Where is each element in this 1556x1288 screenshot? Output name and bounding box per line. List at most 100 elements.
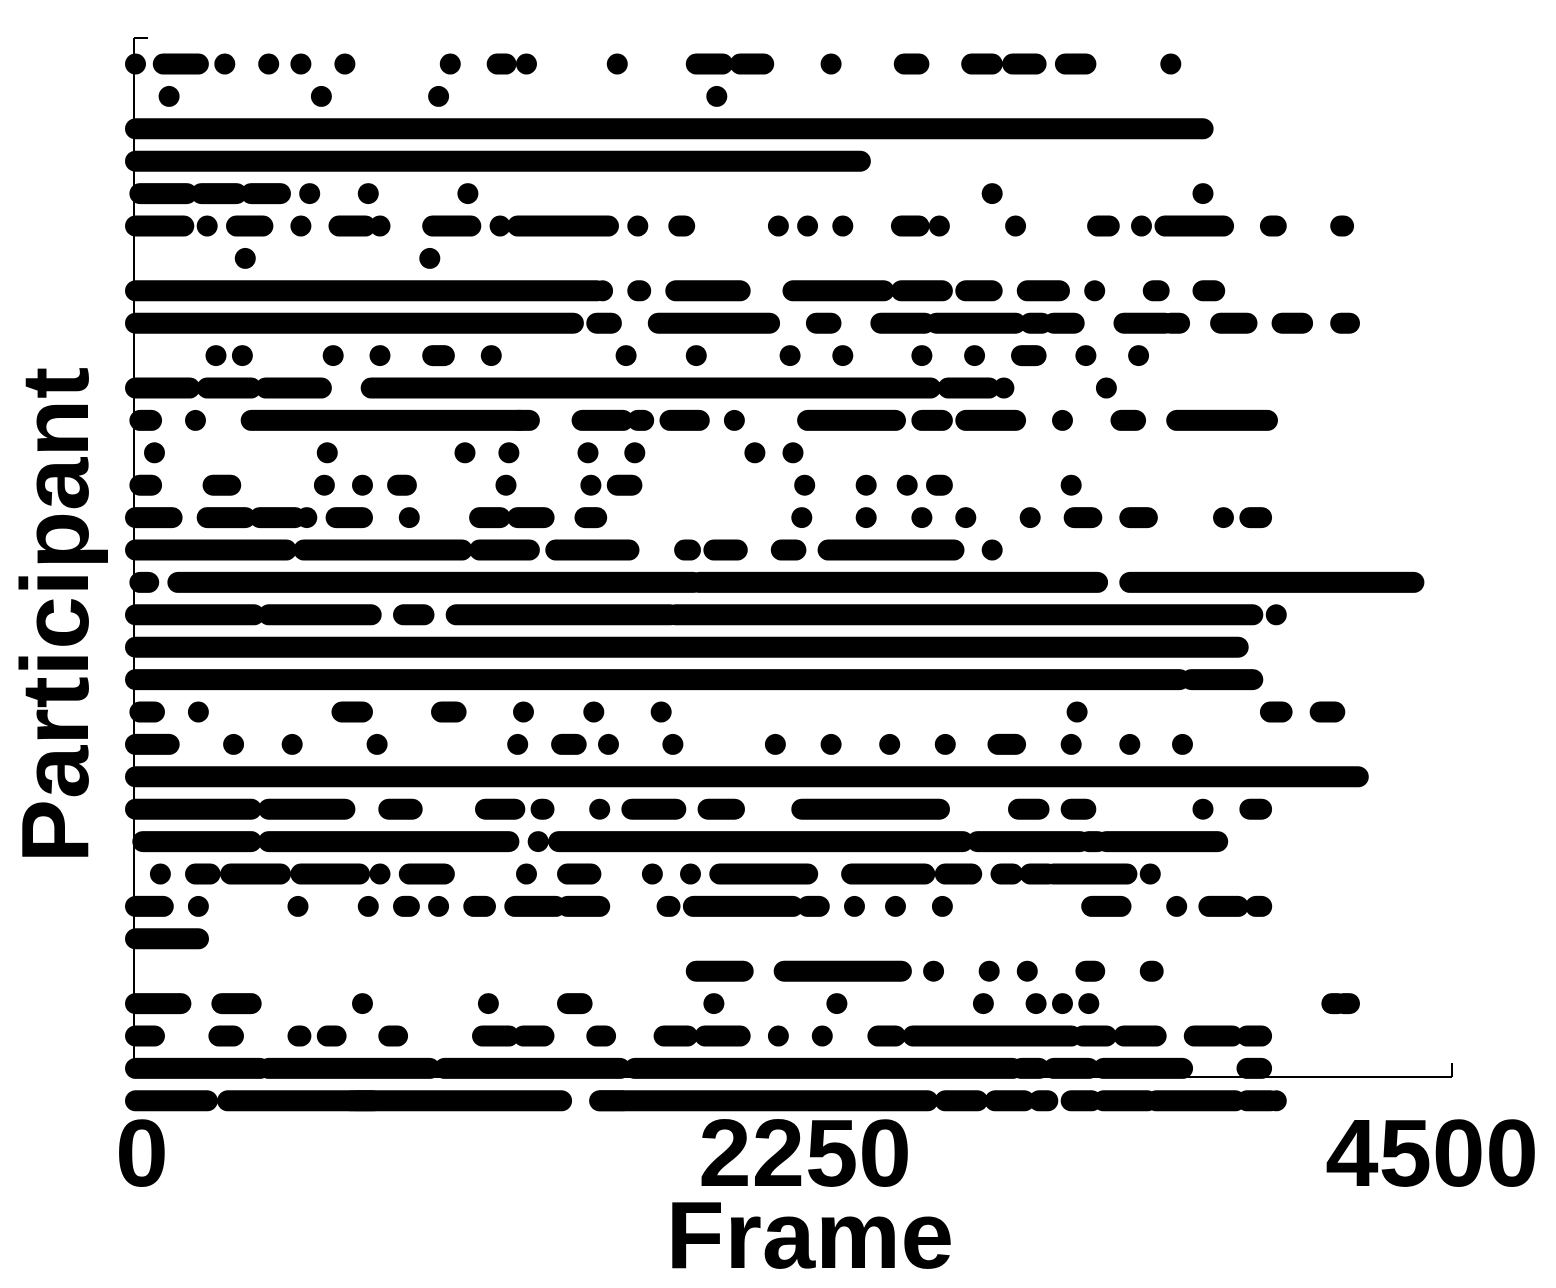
- event-mark: [125, 539, 297, 561]
- event-mark: [911, 345, 933, 367]
- event-mark: [293, 539, 473, 561]
- event-mark: [516, 863, 537, 885]
- event-mark: [129, 474, 163, 496]
- event-mark: [805, 312, 842, 334]
- event-mark: [196, 377, 262, 399]
- event-mark: [1113, 1025, 1167, 1047]
- event-mark: [580, 474, 602, 496]
- event-mark: [1060, 1090, 1103, 1112]
- y-axis-title: Participant: [2, 367, 109, 863]
- event-mark: [844, 895, 865, 917]
- event-mark: [589, 1090, 939, 1112]
- event-mark: [680, 863, 701, 885]
- event-mark: [577, 442, 599, 464]
- event-mark: [439, 53, 461, 75]
- axes: [133, 37, 1453, 1078]
- event-mark: [972, 993, 994, 1015]
- event-mark: [688, 571, 1109, 593]
- event-mark: [782, 442, 804, 464]
- event-mark: [1166, 895, 1188, 917]
- event-mark: [132, 831, 262, 853]
- event-mark: [706, 85, 728, 107]
- event-mark: [955, 280, 1003, 302]
- event-mark: [961, 53, 1003, 75]
- event-mark: [767, 1025, 789, 1047]
- event-mark: [125, 280, 608, 302]
- event-mark: [931, 895, 953, 917]
- event-mark: [398, 863, 455, 885]
- event-mark: [240, 409, 532, 431]
- event-mark: [817, 539, 965, 561]
- event-mark: [457, 183, 479, 205]
- x-tick-label: 0: [115, 1100, 168, 1207]
- event-mark: [1198, 895, 1249, 917]
- event-mark: [1095, 377, 1117, 399]
- event-mark: [598, 733, 619, 755]
- event-mark: [911, 507, 933, 529]
- event-mark: [125, 798, 262, 820]
- event-mark: [1183, 1025, 1243, 1047]
- event-mark: [1093, 1090, 1158, 1112]
- event-mark: [703, 539, 748, 561]
- event-mark: [583, 701, 605, 723]
- event-mark: [258, 53, 280, 75]
- event-mark: [729, 53, 775, 75]
- event-mark: [955, 507, 977, 529]
- event-mark: [167, 571, 704, 593]
- event-mark: [125, 669, 1191, 691]
- event-mark: [811, 1025, 833, 1047]
- x-tick-labels: 0 2250 4500: [115, 1100, 1538, 1207]
- event-mark: [1052, 409, 1073, 431]
- event-mark: [723, 409, 745, 431]
- event-mark: [1084, 280, 1106, 302]
- event-mark: [621, 798, 687, 820]
- event-mark: [1066, 701, 1088, 723]
- event-mark: [967, 831, 1091, 853]
- event-mark: [574, 507, 608, 529]
- event-mark: [934, 1090, 988, 1112]
- event-mark: [290, 53, 312, 75]
- event-mark: [1210, 312, 1258, 334]
- event-mark: [290, 215, 312, 237]
- event-mark: [1154, 215, 1235, 237]
- event-mark: [1236, 1025, 1273, 1047]
- event-mark: [190, 183, 247, 205]
- event-mark: [937, 377, 1000, 399]
- event-mark: [187, 895, 209, 917]
- event-mark: [322, 345, 344, 367]
- event-mark: [653, 1025, 698, 1047]
- event-mark: [890, 280, 953, 302]
- event-mark: [287, 1025, 312, 1047]
- event-mark: [1213, 507, 1234, 529]
- event-mark: [627, 409, 655, 431]
- event-mark: [1160, 312, 1191, 334]
- event-mark: [571, 409, 634, 431]
- event-mark: [185, 409, 206, 431]
- event-mark: [586, 1025, 617, 1047]
- event-mark: [928, 215, 950, 237]
- event-mark: [1008, 798, 1050, 820]
- event-mark: [896, 474, 918, 496]
- event-mark: [1075, 345, 1097, 367]
- event-mark: [794, 474, 816, 496]
- event-mark: [469, 507, 511, 529]
- event-mark: [125, 928, 209, 950]
- event-mark: [472, 1025, 520, 1047]
- event-mark: [369, 345, 391, 367]
- event-mark: [211, 993, 262, 1015]
- x-tick-label: 2250: [698, 1100, 912, 1207]
- event-mark: [310, 85, 332, 107]
- event-mark: [890, 215, 930, 237]
- event-mark: [606, 53, 628, 75]
- event-mark: [125, 895, 174, 917]
- event-mark: [144, 442, 165, 464]
- event-mark: [1093, 1057, 1194, 1079]
- event-mark: [647, 312, 781, 334]
- event-mark: [993, 377, 1015, 399]
- event-mark: [1043, 1057, 1100, 1079]
- event-mark: [346, 1090, 573, 1112]
- event-mark: [223, 733, 245, 755]
- event-mark: [1265, 1090, 1287, 1112]
- event-mark: [694, 1025, 751, 1047]
- event-mark: [152, 53, 209, 75]
